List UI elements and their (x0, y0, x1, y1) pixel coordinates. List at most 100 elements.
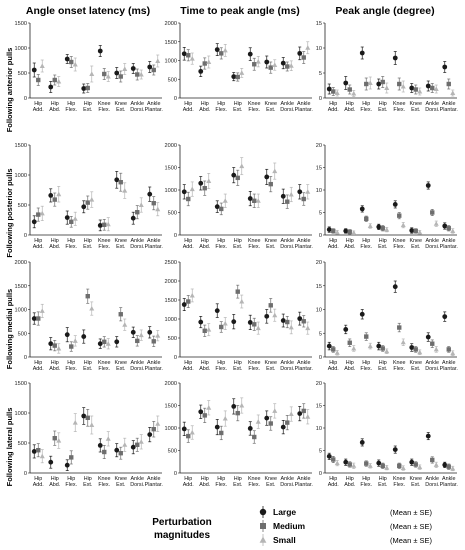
data-point-large (264, 174, 270, 180)
data-point-large (326, 343, 332, 349)
data-point-medium (301, 196, 306, 202)
data-point-large (376, 343, 382, 349)
category-label-line1: Hip (362, 238, 370, 244)
legend-label: Large (273, 507, 296, 517)
data-point-medium (364, 461, 369, 466)
category-label-line1: Ankle (281, 476, 295, 482)
category-label-line1: Ankle (442, 101, 456, 107)
category-label-line1: Hip (379, 360, 387, 366)
data-point-large (359, 50, 365, 56)
category-label-line2: Ext. (411, 366, 420, 372)
category-label-line1: Knee (114, 360, 127, 366)
data-point-small (384, 348, 390, 354)
category-label-line2: Ext. (116, 244, 125, 250)
data-point-medium (186, 299, 191, 304)
y-tick-label: 10 (316, 46, 322, 52)
data-point-large (214, 424, 220, 430)
y-tick-label: 5 (319, 211, 322, 217)
data-point-large (409, 345, 415, 350)
category-label-line1: Ankle (442, 360, 456, 366)
data-point-small (334, 90, 340, 95)
category-label-line2: Plantar. (145, 482, 163, 488)
data-point-large (231, 172, 237, 178)
data-point-large (181, 426, 187, 432)
category-label-line2: Flex. (98, 482, 110, 488)
data-point-small (239, 70, 245, 75)
category-label-line1: Hip (184, 238, 192, 244)
data-point-medium (446, 347, 451, 352)
category-label-line2: Flex. (360, 244, 372, 250)
data-point-medium (52, 436, 57, 441)
category-label-line1: Hip (217, 101, 225, 107)
category-label-line1: Hip (346, 360, 354, 366)
data-point-small (334, 350, 340, 355)
category-label-line2: Dorsi. (280, 244, 294, 250)
category-label-line1: Hip (184, 360, 192, 366)
category-label-line2: Add. (328, 482, 339, 488)
category-label-line1: Hip (34, 101, 42, 107)
data-point-large (214, 308, 220, 314)
data-point-large (297, 189, 303, 195)
data-point-large (48, 84, 54, 90)
column-title-peak-angle: Peak angle (degree) (335, 5, 434, 17)
category-label-line1: Hip (67, 101, 75, 107)
data-point-medium (347, 340, 352, 345)
category-label-line2: Ext. (378, 482, 387, 488)
data-point-medium (397, 81, 402, 87)
panel-posterior-peak-angle: 05101520HipAdd.HipAbd.HipFlex.HipExt.Kne… (316, 143, 458, 250)
y-tick-label: 0 (24, 355, 27, 361)
data-point-medium (36, 316, 41, 321)
data-point-small (417, 349, 423, 355)
category-label-line2: Plantar. (440, 482, 458, 488)
data-point-medium (413, 462, 418, 467)
data-point-large (392, 55, 398, 61)
panel-anterior-peak-angle: 051015HipAdd.HipAbd.HipFlex.HipExt.KneeF… (316, 21, 458, 113)
data-point-large (81, 413, 87, 419)
category-label-line2: Flex. (215, 244, 227, 250)
y-tick-label: 500 (168, 77, 177, 83)
data-point-small (400, 83, 406, 89)
data-point-small (384, 85, 390, 90)
data-point-medium (301, 55, 306, 60)
data-point-large (97, 48, 103, 54)
data-point-large (297, 411, 303, 416)
category-label-line1: Knee (248, 238, 261, 244)
data-point-small (222, 415, 228, 421)
category-label-line1: Hip (201, 360, 209, 366)
data-point-small (288, 191, 294, 197)
data-point-medium (118, 312, 123, 317)
data-point-large (359, 206, 365, 212)
category-label-line2: Plantar. (145, 107, 163, 113)
legend-title-line2: magnitudes (154, 530, 211, 541)
data-point-medium (102, 71, 107, 77)
data-point-large (326, 453, 332, 459)
category-label-line2: Dorsi. (130, 366, 144, 372)
panel-medial-onset: 0500100015002000HipAdd.HipAbd.HipFlex.Hi… (15, 260, 163, 372)
data-point-medium (151, 339, 156, 344)
category-label-line2: Plantar. (295, 366, 313, 372)
y-tick-label: 15 (316, 21, 322, 27)
category-label-line1: Hip (84, 238, 92, 244)
data-point-medium (364, 334, 369, 339)
category-label-line1: Ankle (281, 101, 295, 107)
data-point-medium (446, 226, 451, 231)
y-tick-label: 1000 (15, 308, 27, 314)
y-tick-label: 0 (174, 471, 177, 477)
y-tick-label: 500 (18, 331, 27, 337)
y-tick-label: 500 (168, 449, 177, 455)
data-point-small (72, 338, 78, 343)
category-label-line2: Ext. (233, 107, 242, 113)
category-label-line1: Hip (84, 360, 92, 366)
y-tick-label: 1000 (15, 411, 27, 417)
y-tick-label: 0 (174, 355, 177, 361)
y-tick-label: 10 (316, 308, 322, 314)
category-label-line2: Flex. (215, 366, 227, 372)
data-point-small (351, 463, 357, 468)
data-point-large (409, 85, 415, 91)
category-label-line1: Ankle (147, 101, 161, 107)
y-tick-label: 1500 (15, 284, 27, 290)
panel-posterior-onset: 050010001500HipAdd.HipAbd.HipFlex.HipExt… (15, 143, 163, 250)
category-label-line2: Abd. (49, 107, 60, 113)
category-label-line2: Plantar. (145, 244, 163, 250)
data-point-medium (413, 87, 418, 92)
